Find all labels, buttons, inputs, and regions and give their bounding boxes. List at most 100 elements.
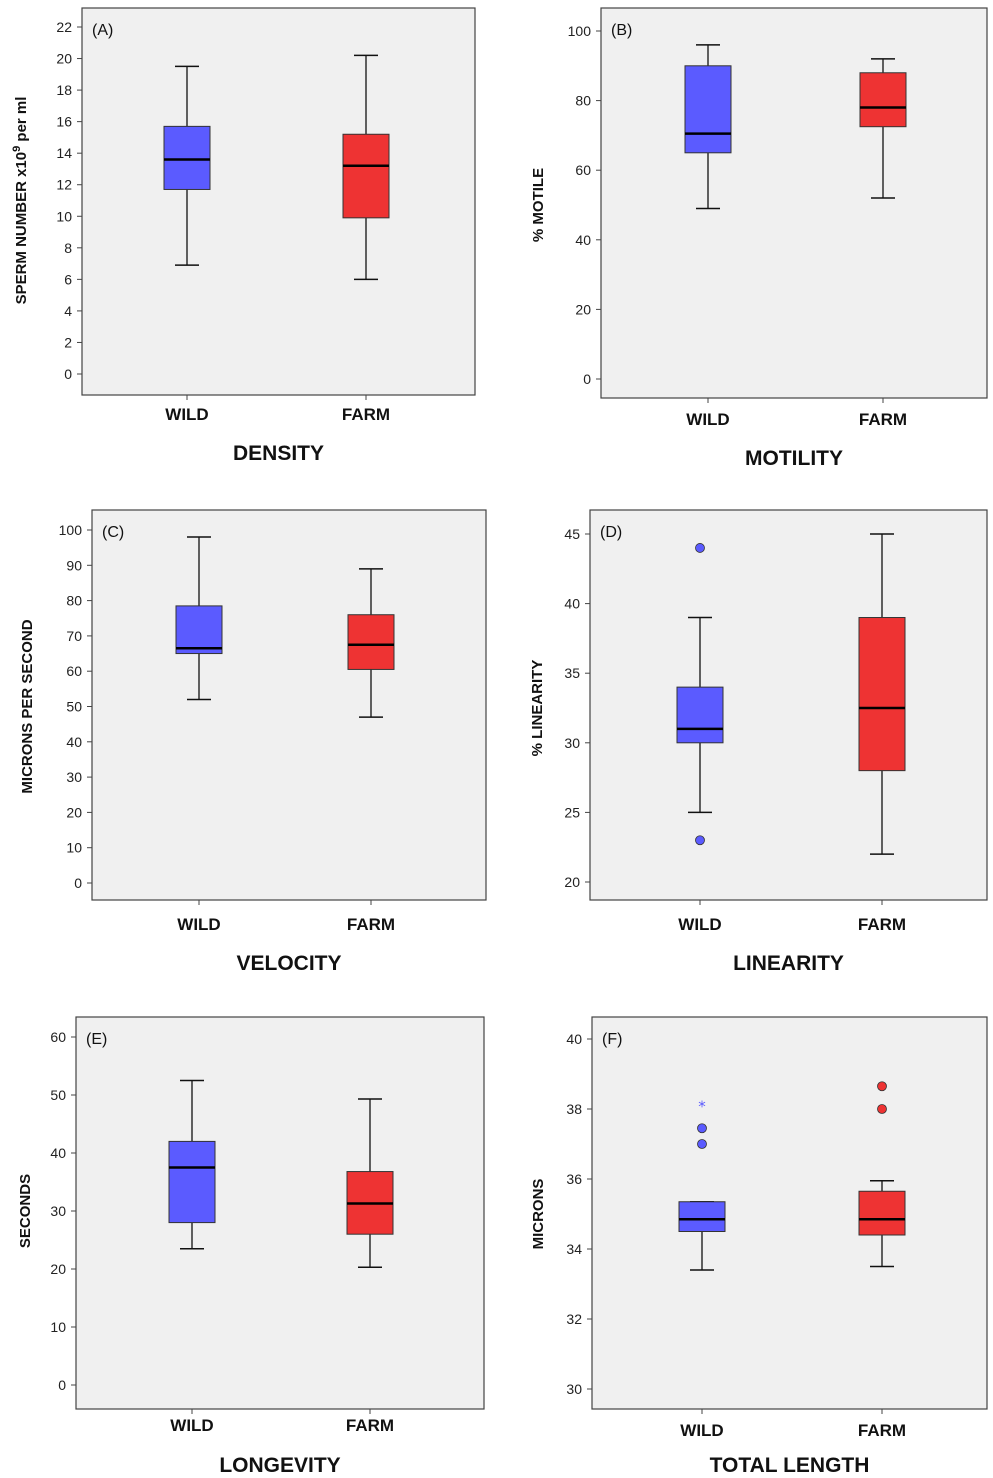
- box-wild: WILD: [684, 44, 732, 429]
- panel-title: LINEARITY: [733, 952, 844, 975]
- y-tick-label: 10: [56, 208, 72, 224]
- y-axis-label: SPERM NUMBER x109 per ml: [11, 97, 30, 305]
- plot-area: [591, 1016, 988, 1410]
- outlier-point: [877, 1104, 887, 1114]
- y-tick-label: 40: [575, 232, 591, 248]
- y-tick-label: 60: [50, 1029, 66, 1045]
- panel-tag: (E): [86, 1031, 107, 1048]
- y-tick-label: 30: [50, 1203, 66, 1219]
- panel-tag: (F): [602, 1031, 622, 1048]
- y-tick-label: 30: [566, 1381, 582, 1397]
- panel-title: MOTILITY: [745, 447, 843, 470]
- category-label: WILD: [678, 915, 721, 934]
- category-label: FARM: [858, 1421, 906, 1440]
- y-tick-label: 20: [56, 51, 72, 67]
- iqr-box: [168, 1140, 216, 1224]
- category-label: FARM: [346, 1416, 394, 1435]
- plot-area: [600, 7, 988, 399]
- iqr-box: [678, 1201, 726, 1232]
- box-farm: FARM: [858, 1081, 906, 1440]
- y-tick-label: 12: [56, 177, 72, 193]
- y-tick-label: 0: [58, 1377, 66, 1393]
- y-tick-label: 22: [56, 19, 72, 35]
- y-tick-label: 20: [575, 301, 591, 317]
- panel-linearity: (D) 20 25 30 35 40 45 % LINEARITY WILD FARM LINEAR…: [529, 509, 988, 975]
- iqr-box: [347, 614, 395, 670]
- y-tick-label: 60: [66, 663, 82, 679]
- y-axis-label: % MOTILE: [530, 168, 547, 242]
- y-tick-label: 60: [575, 162, 591, 178]
- panel-motility: (B) 0 20 40 60 80 100 % MOTILE WILD FARM MOTILITY: [530, 7, 988, 470]
- box-farm: FARM: [342, 54, 390, 424]
- y-tick-label: 18: [56, 82, 72, 98]
- panel-tag: (B): [611, 22, 632, 39]
- y-tick-label: 40: [564, 596, 580, 612]
- iqr-box: [163, 125, 211, 190]
- box-wild: * WILD: [678, 1098, 726, 1440]
- outlier-point: [877, 1081, 887, 1092]
- y-axis-label: SECONDS: [17, 1174, 34, 1248]
- y-tick-label: 0: [64, 366, 72, 382]
- box-farm: FARM: [859, 58, 907, 429]
- y-tick-label: 100: [568, 23, 592, 39]
- category-label: WILD: [680, 1421, 723, 1440]
- box-wild: WILD: [168, 1079, 216, 1435]
- iqr-box: [342, 133, 390, 219]
- y-tick-label: 35: [564, 665, 580, 681]
- category-label: FARM: [859, 410, 907, 429]
- box-farm: FARM: [858, 533, 906, 934]
- y-tick-label: 90: [66, 557, 82, 573]
- extreme-point: *: [698, 1098, 706, 1116]
- panel-velocity: (C) 0 10 20 30 40 50 60 70 80 90 100 MICRONS PER SEC…: [19, 509, 487, 975]
- y-tick-label: 50: [66, 699, 82, 715]
- y-axis-label: MICRONS PER SECOND: [19, 619, 36, 793]
- box-wild: WILD: [175, 536, 223, 934]
- y-tick-label: 40: [66, 734, 82, 750]
- y-tick-label: 6: [64, 271, 72, 287]
- y-tick-label: 30: [564, 735, 580, 751]
- y-tick-label: 100: [59, 522, 83, 538]
- panel-tag: (C): [102, 524, 124, 541]
- iqr-box: [859, 72, 907, 128]
- category-label: WILD: [177, 915, 220, 934]
- box-farm: FARM: [347, 568, 395, 934]
- y-tick-label: 70: [66, 628, 82, 644]
- y-tick-label: 20: [564, 874, 580, 890]
- category-label: FARM: [342, 405, 390, 424]
- y-tick-label: 25: [564, 804, 580, 820]
- panel-density: (A) 0 2 4 6 8 10 12 14 16 18 20 22 SPERM NUMBER x109 …: [11, 7, 476, 465]
- category-label: FARM: [347, 915, 395, 934]
- iqr-box: [676, 686, 724, 744]
- iqr-box: [858, 617, 906, 772]
- iqr-box: [858, 1190, 906, 1236]
- plot-area: [75, 1016, 485, 1410]
- box-farm: FARM: [346, 1098, 394, 1435]
- y-tick-label: 20: [66, 804, 82, 820]
- plot-area: [81, 7, 476, 396]
- y-tick-label: 10: [66, 840, 82, 856]
- panel-longevity: (E) 0 10 20 30 40 50 60 SECONDS WILD FARM LONGEVITY: [17, 1016, 485, 1477]
- y-tick-label: 30: [66, 769, 82, 785]
- y-tick-label: 0: [74, 875, 82, 891]
- plot-area: [589, 509, 988, 901]
- y-tick-label: 36: [566, 1171, 582, 1187]
- panel-tag: (A): [92, 22, 113, 39]
- box-wild: WILD: [163, 65, 211, 424]
- panel-title: LONGEVITY: [219, 1454, 340, 1477]
- y-tick-label: 34: [566, 1241, 582, 1257]
- iqr-box: [175, 605, 223, 655]
- outlier-point: [695, 835, 705, 846]
- box-wild: WILD: [676, 543, 724, 934]
- y-axis-label: % LINEARITY: [529, 660, 546, 757]
- y-tick-label: 40: [566, 1031, 582, 1047]
- y-tick-label: 45: [564, 526, 580, 542]
- panel-tag: (D): [600, 524, 622, 541]
- outlier-point: [697, 1123, 707, 1134]
- y-tick-label: 4: [64, 303, 72, 319]
- panel-title: DENSITY: [233, 442, 324, 465]
- category-label: WILD: [686, 410, 729, 429]
- category-label: WILD: [170, 1416, 213, 1435]
- panel-total-length: (F) 30 32 34 36 38 40 MICRONS * WILD FARM TOTAL LEN…: [530, 1016, 988, 1477]
- panel-title: VELOCITY: [236, 952, 341, 975]
